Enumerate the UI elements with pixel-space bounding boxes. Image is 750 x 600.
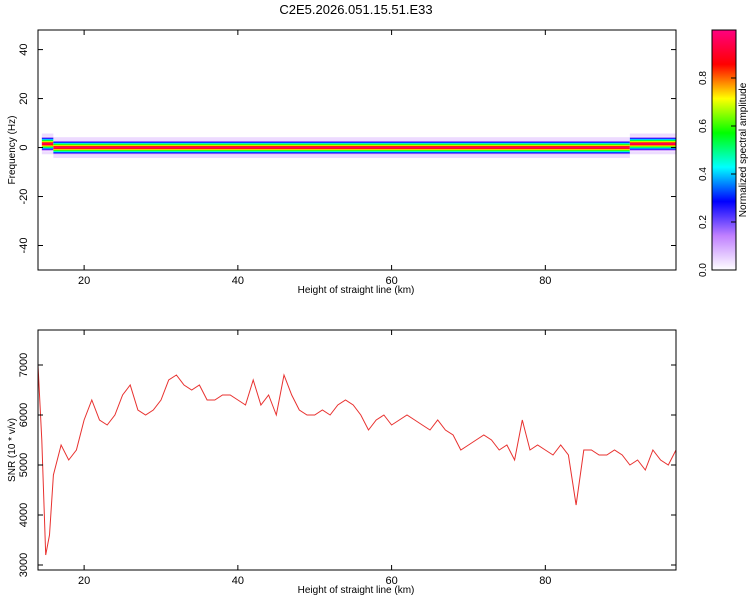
spectrogram-y-tick-label-0: 40: [18, 43, 30, 55]
colorbar-gradient: [712, 30, 736, 270]
snr-y-tick-label-4: 7000: [18, 353, 30, 377]
spectrogram-band: [41, 133, 676, 158]
snr-x-tick-label-1: 40: [232, 575, 244, 587]
spectrogram-panel: 20 40 60 80 40 20 0 -20 -40 Height of straight …: [7, 29, 677, 296]
colorbar-tick-label-0: 0.0: [698, 263, 709, 277]
colorbar-tick-label-1: 0.2: [698, 215, 709, 229]
spectrogram-x-axis-label: Height of straight line (km): [298, 285, 415, 296]
colorbar-label: Normalized spectral amplitude: [738, 82, 749, 217]
snr-y-tick-label-3: 6000: [18, 403, 30, 427]
spectrogram-y-tick-label-3: -20: [18, 189, 30, 205]
spectrogram-y-axis-label: Frequency (Hz): [7, 116, 18, 185]
figure-title: C2E5.2026.051.15.51.E33: [279, 2, 432, 17]
spectrogram-y-tick-label-4: -40: [18, 238, 30, 254]
spectrogram-x-tick-label-1: 40: [232, 275, 244, 287]
spectrogram-y-tick-label-2: 0: [18, 144, 30, 150]
snr-frame: [37, 329, 677, 571]
spectrogram-x-tick-label-3: 80: [539, 275, 551, 287]
snr-y-tick-label-0: 3000: [18, 553, 30, 577]
snr-plot-area: [38, 330, 676, 570]
snr-panel: 20 40 60 80 3000 4000 5000 6000 7000 Height of …: [7, 329, 677, 596]
spectrogram-frame: [37, 29, 677, 271]
snr-x-tick-label-2: 60: [385, 575, 397, 587]
snr-x-axis-label: Height of straight line (km): [298, 585, 415, 596]
spectrogram-band-segment-0: [41, 136, 54, 152]
colorbar-frame: [711, 29, 737, 271]
spectrogram-x-tick-label-2: 60: [385, 275, 397, 287]
snr-x-tick-label-3: 80: [539, 575, 551, 587]
snr-y-tick-label-2: 5000: [18, 453, 30, 477]
snr-x-tick-label-0: 20: [78, 575, 90, 587]
spectrogram-x-tick-label-0: 20: [78, 275, 90, 287]
colorbar: 0.0 0.2 0.4 0.6 0.8 Normalized spectral ampl…: [698, 29, 749, 277]
spectrogram-band-segment-2: [629, 136, 676, 152]
spectrogram-y-tick-label-1: 20: [18, 92, 30, 104]
snr-series-line: [38, 364, 676, 556]
snr-y-tick-label-1: 4000: [18, 503, 30, 527]
colorbar-tick-label-3: 0.6: [698, 119, 709, 133]
spectrogram-band-segment-1: [53, 140, 630, 155]
colorbar-tick-label-4: 0.8: [698, 71, 709, 85]
colorbar-tick-label-2: 0.4: [698, 167, 709, 181]
snr-y-axis-label: SNR (10 * v/v): [7, 418, 18, 482]
